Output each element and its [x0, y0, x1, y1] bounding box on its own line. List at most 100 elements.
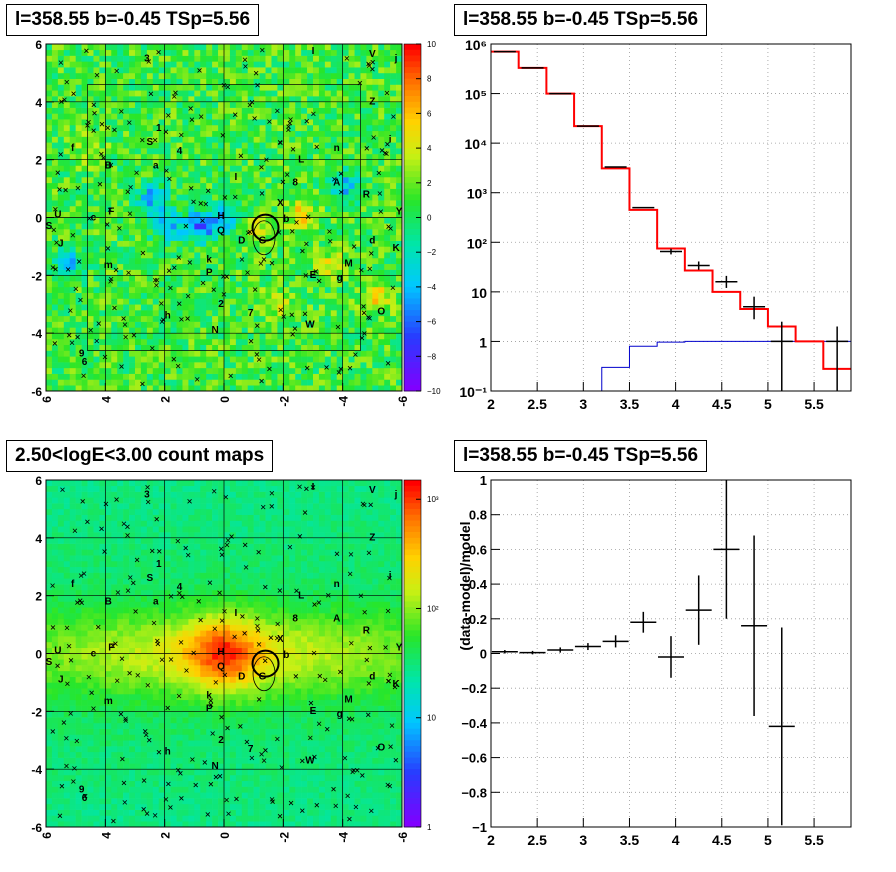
heatmap-cell [117, 682, 124, 689]
heatmap-cell [218, 67, 225, 74]
colorbar-cell [404, 182, 421, 189]
heatmap-cell [46, 327, 53, 334]
heatmap-cell [366, 223, 373, 230]
heatmap-cell [307, 263, 314, 270]
heatmap-cell [69, 124, 76, 132]
heatmap-cell [235, 333, 243, 340]
heatmap-cell [182, 257, 189, 265]
heatmap-cell [93, 774, 100, 782]
heatmap-cell [206, 304, 213, 311]
heatmap-cell [330, 171, 338, 178]
heatmap-cell [378, 67, 385, 74]
heatmap-cell [46, 229, 53, 236]
heatmap-cell [194, 246, 201, 253]
heatmap-cell [129, 257, 136, 265]
y-tick-label: 10⁶ [465, 37, 487, 53]
heatmap-cell [348, 113, 355, 120]
heatmap-cell [378, 182, 385, 189]
heatmap-cell [200, 338, 207, 346]
source-cross [62, 97, 67, 103]
heatmap-cell [182, 205, 189, 213]
heatmap-cell [51, 321, 59, 328]
heatmap-cell [212, 338, 219, 346]
heatmap-cell [200, 188, 207, 195]
heatmap-cell [307, 55, 314, 62]
heatmap-cell [318, 304, 326, 311]
heatmap-cell [63, 503, 71, 510]
heatmap-cell [188, 217, 195, 224]
heatmap-cell [265, 136, 272, 143]
heatmap-cell [206, 223, 213, 230]
heatmap-cell [87, 356, 94, 363]
heatmap-cell [117, 350, 124, 357]
heatmap-cell [336, 159, 343, 166]
heatmap-cell [75, 722, 82, 729]
heatmap-cell [135, 333, 142, 340]
heatmap-cell [271, 257, 278, 265]
x-tick-label: 5 [764, 396, 772, 412]
heatmap-cell [51, 792, 59, 799]
heatmap-cell [63, 281, 71, 288]
heatmap-cell [63, 572, 71, 579]
heatmap-cell [318, 78, 326, 85]
heatmap-cell [318, 298, 326, 305]
heatmap-cell [129, 298, 136, 305]
heatmap-cell [271, 159, 278, 166]
heatmap-cell [135, 722, 142, 729]
heatmap-cell [313, 90, 320, 97]
heatmap-cell [247, 44, 254, 51]
heatmap-cell [87, 286, 94, 293]
heatmap-cell [63, 560, 71, 568]
heatmap-cell [318, 344, 326, 351]
heatmap-cell [87, 148, 94, 155]
heatmap-cell [218, 367, 225, 374]
heatmap-cell [81, 566, 88, 573]
heatmap-cell [224, 367, 231, 374]
heatmap-cell [117, 584, 124, 591]
heatmap-cell [81, 96, 88, 103]
heatmap-cell [295, 124, 302, 132]
heatmap-cell [99, 182, 106, 189]
heatmap-cell [295, 165, 302, 172]
heatmap-cell [123, 229, 130, 236]
source-cross [220, 133, 226, 138]
heatmap-cell [158, 263, 165, 270]
heatmap-cell [51, 572, 59, 579]
heatmap-cell [277, 263, 284, 270]
heatmap-cell [265, 298, 272, 305]
colorbar-cell [404, 286, 421, 294]
heatmap-cell [188, 240, 195, 247]
source-label: R [363, 189, 371, 200]
heatmap-cell [224, 130, 231, 137]
heatmap-cell [301, 159, 308, 166]
heatmap-cell [194, 310, 201, 317]
heatmap-cell [247, 188, 254, 195]
heatmap-cell [390, 153, 397, 160]
heatmap-cell [295, 171, 302, 178]
heatmap-cell [164, 333, 171, 340]
heatmap-cell [46, 304, 53, 311]
heatmap-cell [378, 165, 385, 172]
source-cross [239, 257, 245, 262]
heatmap-cell [140, 327, 148, 334]
heatmap-cell [218, 44, 225, 51]
heatmap-cell [87, 310, 94, 317]
heatmap-cell [69, 344, 76, 351]
heatmap-cell [111, 148, 118, 155]
heatmap-cell [81, 717, 88, 724]
heatmap-cell [75, 774, 82, 782]
source-cross [73, 286, 79, 292]
heatmap-cell [51, 263, 59, 270]
heatmap-cell [224, 211, 231, 218]
heatmap-cell [384, 142, 391, 149]
heatmap-cell [140, 257, 148, 265]
heatmap-cell [348, 304, 355, 311]
heatmap-cell [253, 252, 260, 259]
heatmap-cell [324, 350, 332, 357]
heatmap-cell [313, 356, 320, 363]
heatmap-cell [206, 257, 213, 265]
heatmap-cell [307, 101, 314, 108]
heatmap-cell [342, 153, 349, 160]
heatmap-cell [194, 315, 201, 322]
heatmap-cell [140, 78, 148, 85]
